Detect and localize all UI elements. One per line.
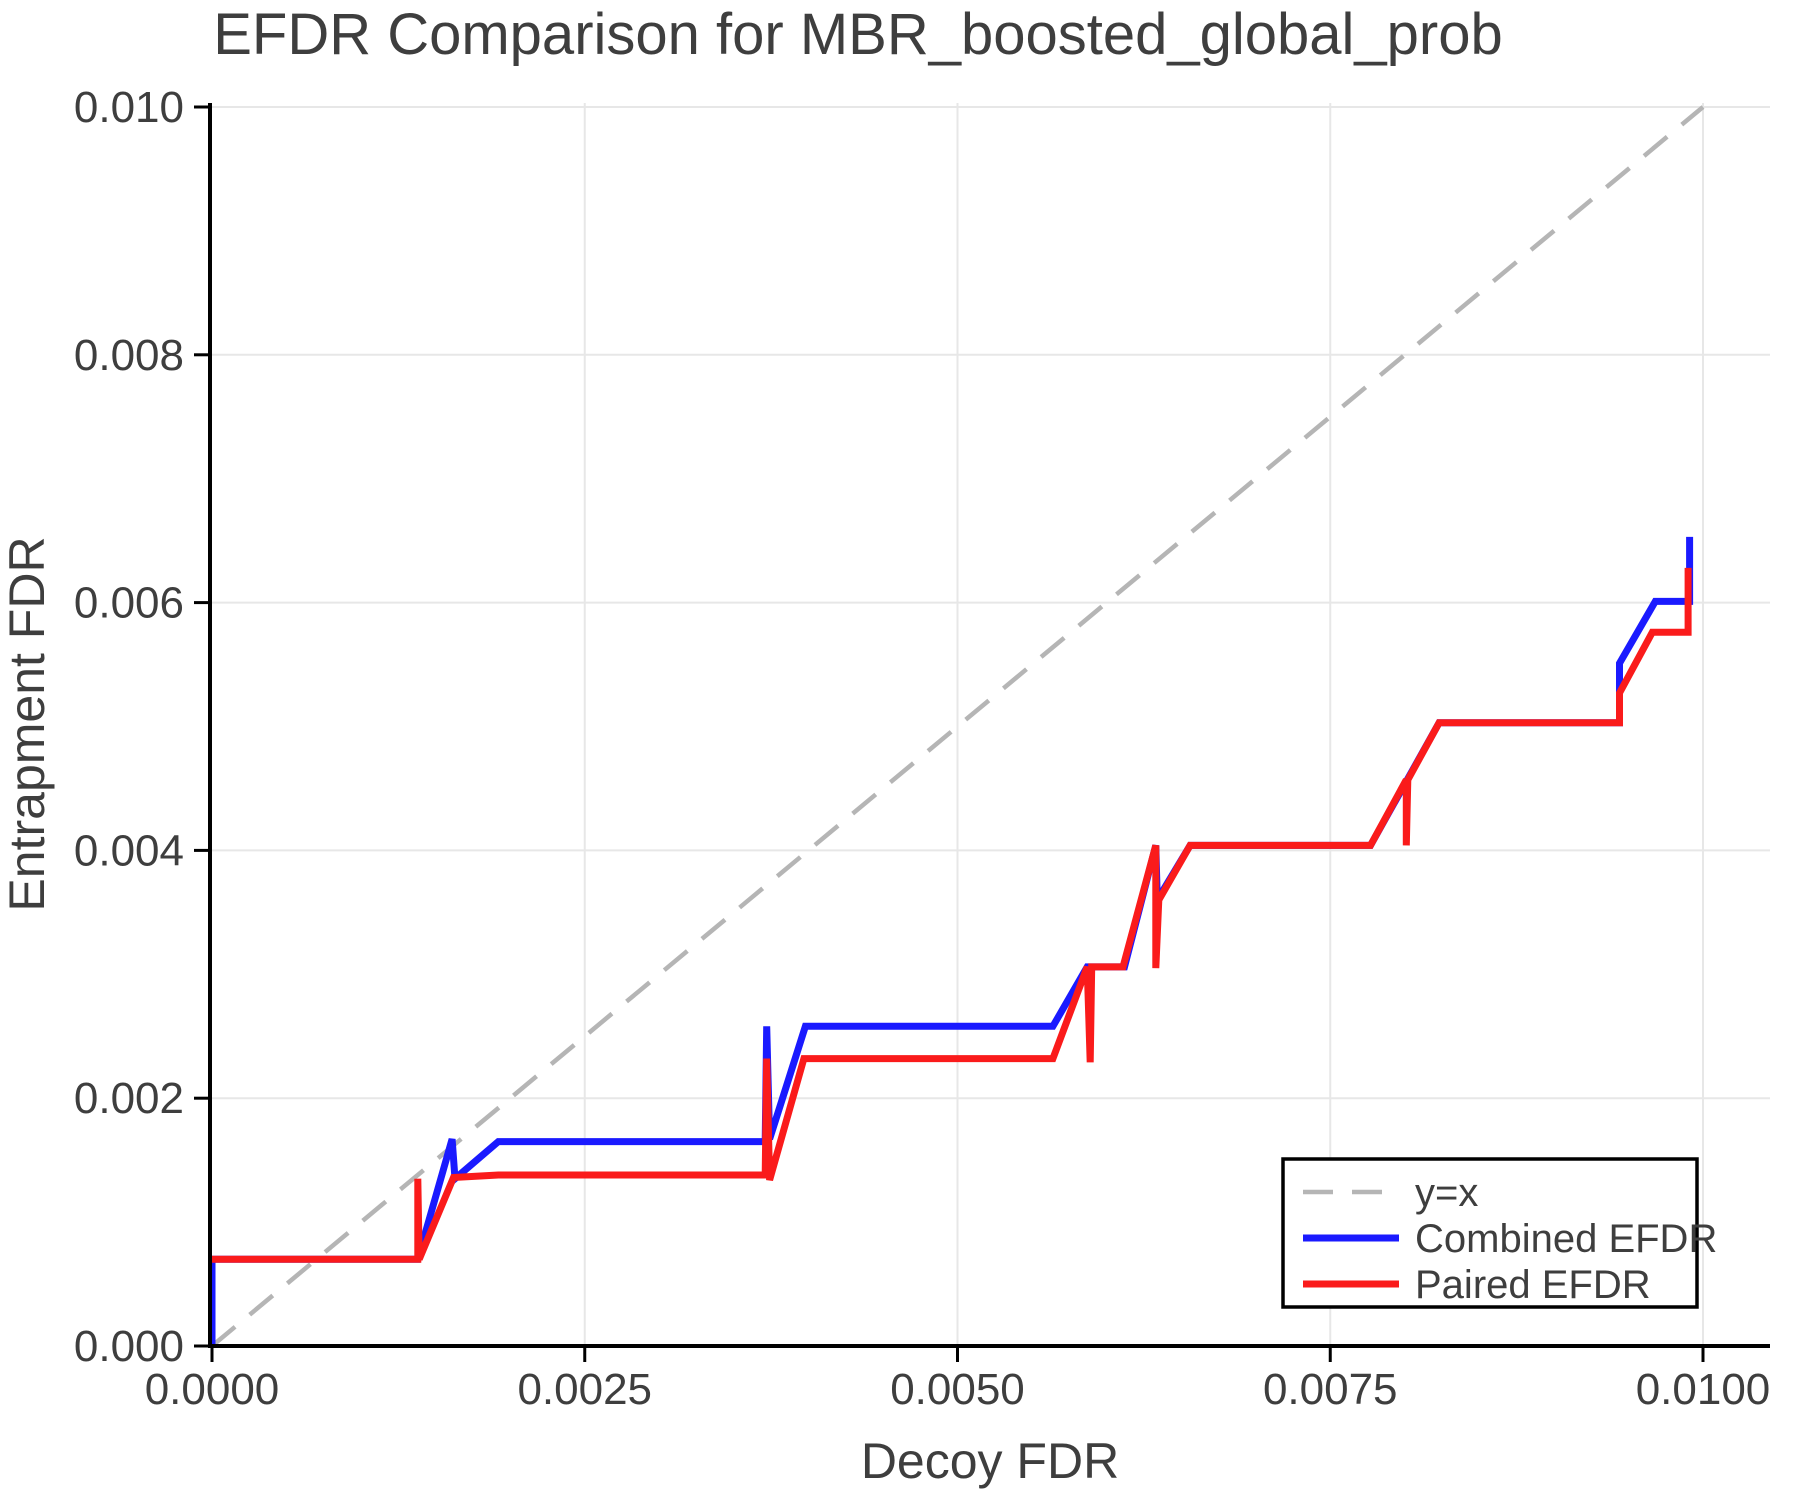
x-tick-label: 0.0050 (890, 1365, 1025, 1414)
legend-entry-label: y=x (1415, 1171, 1478, 1215)
y-tick-label: 0.006 (74, 579, 184, 628)
y-tick-label: 0.004 (74, 826, 184, 875)
x-axis-label: Decoy FDR (861, 1433, 1119, 1489)
y-tick-label: 0.010 (74, 83, 184, 132)
chart-title: EFDR Comparison for MBR_boosted_global_p… (213, 2, 1503, 67)
series-layer (208, 105, 1705, 1348)
y-axis-label: Entrapment FDR (0, 536, 55, 911)
legend-entry-label: Paired EFDR (1415, 1263, 1651, 1307)
grid-layer (210, 103, 1770, 1346)
legend-entry-label: Combined EFDR (1415, 1217, 1717, 1261)
identity-line (210, 105, 1705, 1348)
axes-layer: 0.0000 0.0025 0.0050 0.0075 0.0100 0.000 0.002… (74, 83, 1770, 1414)
y-tick-label: 0.002 (74, 1074, 184, 1123)
paired-efdr-line (212, 567, 1692, 1263)
y-tick-label: 0.008 (74, 331, 184, 380)
x-tick-label: 0.0075 (1263, 1365, 1398, 1414)
x-tick-label: 0.0000 (145, 1365, 280, 1414)
y-tick-label: 0.000 (74, 1322, 184, 1371)
x-tick-label: 0.0025 (517, 1365, 652, 1414)
x-tick-label: 0.0100 (1636, 1365, 1771, 1414)
